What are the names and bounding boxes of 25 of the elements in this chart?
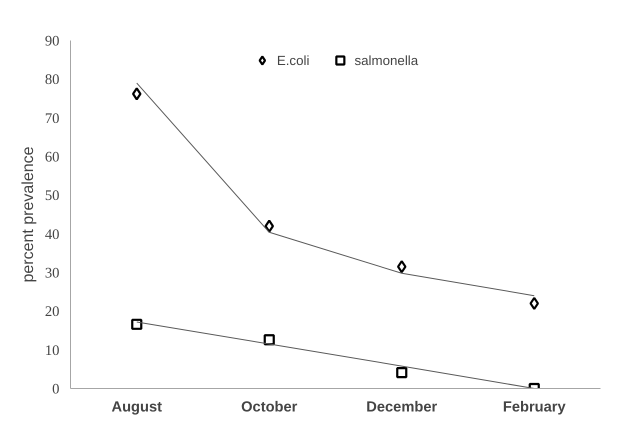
x-tick-label: December — [366, 400, 438, 416]
y-tick-label: 20 — [44, 304, 60, 320]
y-tick-label: 40 — [44, 226, 60, 243]
legend-label: E.coli — [276, 52, 310, 68]
y-tick-label: 90 — [44, 34, 60, 50]
y-tick-label: 50 — [44, 188, 60, 204]
point — [396, 260, 407, 274]
point — [131, 318, 142, 330]
x-tick-label: October — [241, 400, 298, 416]
point — [529, 296, 540, 310]
y-tick-label: 60 — [44, 150, 60, 166]
y-tick-label: 0 — [52, 382, 60, 398]
y-tick-label: 80 — [44, 72, 60, 88]
point — [396, 367, 408, 378]
point — [132, 87, 142, 100]
x-tick-label: August — [112, 400, 162, 416]
y-tick-label: 10 — [44, 342, 60, 359]
x-tick-label: February — [502, 400, 566, 416]
legend-label: salmonella — [354, 52, 418, 68]
line-series — [136, 82, 535, 296]
point — [264, 334, 275, 346]
y-tick-label: 30 — [44, 266, 60, 282]
y-tick-label: 70 — [44, 110, 60, 127]
point — [264, 220, 274, 233]
y-axis-title: percent prevalence — [20, 146, 37, 283]
